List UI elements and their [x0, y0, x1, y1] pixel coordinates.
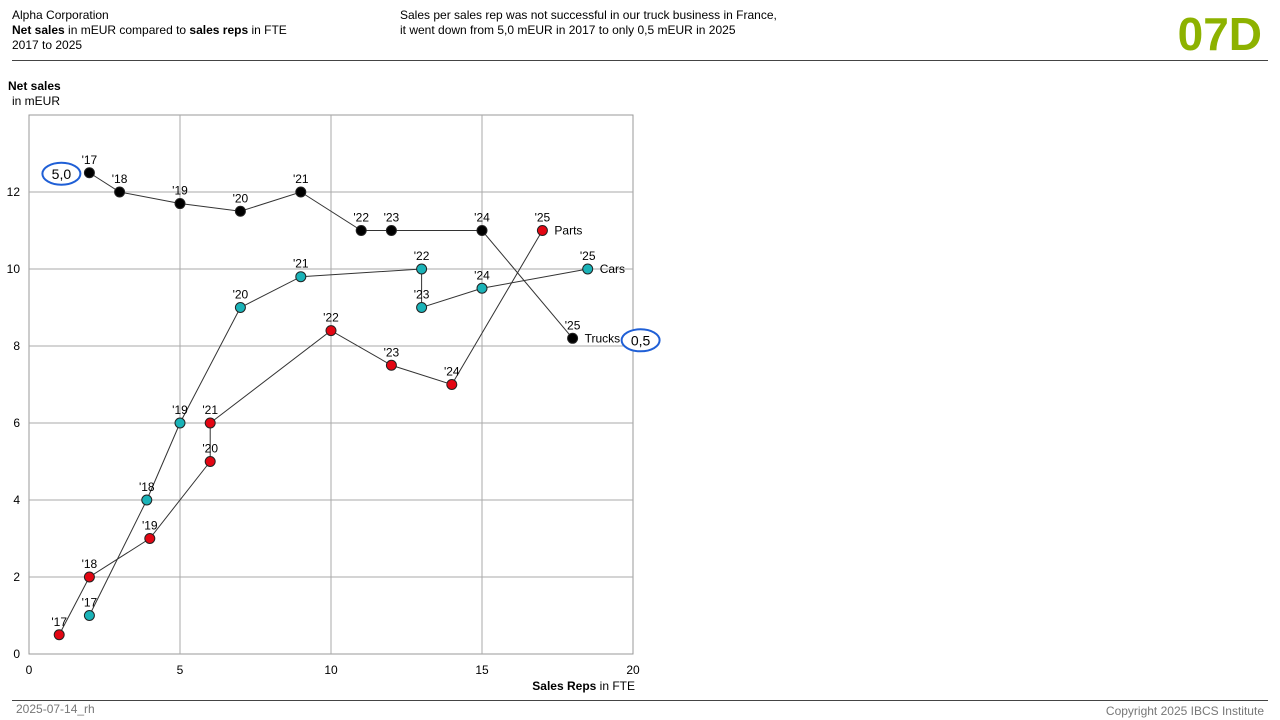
point-label: '18: [112, 172, 128, 186]
y-tick-label: 6: [13, 416, 20, 430]
point-label: '20: [202, 442, 218, 456]
page-header: Alpha Corporation Net sales in mEUR comp…: [12, 8, 287, 53]
point-label: '17: [82, 596, 98, 610]
y-tick-label: 8: [13, 339, 20, 353]
data-point: [144, 533, 156, 544]
data-point: [416, 263, 428, 275]
point-label: '23: [414, 288, 430, 302]
data-point: [234, 302, 246, 313]
point-label: '22: [414, 249, 430, 263]
data-point: [83, 571, 95, 583]
series-name-label: Trucks: [585, 331, 621, 345]
x-tick-label: 10: [324, 663, 338, 677]
data-point: [114, 186, 126, 198]
point-label: '19: [142, 519, 158, 533]
compare-unit: in FTE: [248, 23, 287, 37]
data-point: [325, 325, 337, 337]
compare-label: sales reps: [189, 23, 249, 37]
x-tick-label: 5: [177, 663, 184, 677]
data-point: [567, 332, 579, 344]
data-point: [204, 417, 216, 429]
data-point: [174, 417, 186, 429]
point-label: '25: [565, 318, 581, 332]
data-point: [355, 225, 367, 236]
header-rule: [12, 60, 1268, 61]
point-label: '21: [293, 172, 309, 186]
y-axis-title: Net sales: [8, 79, 61, 93]
annotation-value: 5,0: [52, 166, 72, 182]
data-point: [385, 359, 397, 371]
point-label: '20: [233, 288, 249, 302]
period: 2017 to 2025: [12, 38, 83, 52]
point-label: '19: [172, 184, 188, 198]
measure-label: Net sales: [12, 23, 65, 37]
message-line-2: it went down from 5,0 mEUR in 2017 to on…: [400, 23, 736, 37]
y-tick-label: 0: [13, 647, 20, 661]
company-name: Alpha Corporation: [12, 8, 109, 22]
point-label: '24: [444, 365, 460, 379]
point-label: '17: [51, 615, 67, 629]
data-point: [416, 302, 428, 313]
y-tick-label: 10: [7, 262, 21, 276]
footer-rule: [12, 700, 1268, 701]
point-label: '17: [82, 153, 98, 167]
footer-copyright: Copyright 2025 IBCS Institute: [1105, 704, 1264, 718]
data-point: [385, 225, 397, 236]
point-label: '22: [353, 211, 369, 225]
data-point: [234, 205, 246, 217]
data-point: [295, 271, 307, 283]
point-label: '19: [172, 403, 188, 417]
x-tick-label: 20: [626, 663, 640, 677]
point-label: '23: [384, 345, 400, 359]
series-name-label: Cars: [600, 262, 625, 276]
y-axis-unit: in mEUR: [12, 94, 60, 108]
data-point: [53, 629, 65, 641]
data-point: [582, 263, 594, 275]
data-point: [204, 456, 216, 467]
x-tick-label: 15: [475, 663, 489, 677]
page-code: 07D: [1177, 8, 1262, 60]
annotation-ellipse: [41, 161, 82, 186]
y-tick-label: 4: [13, 493, 20, 507]
data-point: [536, 225, 548, 236]
point-label: '24: [474, 211, 490, 225]
annotation-ellipse: [620, 328, 661, 353]
y-tick-label: 2: [13, 570, 20, 584]
series-name-label: Parts: [554, 224, 582, 238]
point-label: '20: [233, 191, 249, 205]
point-label: '25: [535, 211, 551, 225]
point-label: '23: [384, 211, 400, 225]
data-point: [174, 198, 186, 210]
data-point: [83, 167, 95, 179]
point-label: '24: [474, 268, 490, 282]
chart-subject: Net sales in mEUR compared to sales reps…: [12, 23, 287, 38]
data-point: [295, 186, 307, 198]
point-label: '18: [139, 480, 155, 494]
annotation-value: 0,5: [631, 332, 651, 348]
message-line-1: Sales per sales rep was not successful i…: [400, 8, 777, 22]
data-point: [476, 282, 488, 294]
point-label: '18: [82, 557, 98, 571]
series-line-parts: [58, 230, 543, 635]
footer-date: 2025-07-14_rh: [16, 702, 95, 716]
y-tick-label: 12: [7, 185, 21, 199]
data-point: [446, 379, 458, 390]
x-tick-label: 0: [26, 663, 33, 677]
x-axis-title: Sales Reps in FTE: [532, 679, 635, 693]
measure-unit: in mEUR compared to: [64, 23, 190, 37]
point-label: '21: [293, 257, 309, 271]
data-point: [476, 225, 488, 236]
point-label: '22: [323, 311, 339, 325]
point-label: '25: [580, 249, 596, 263]
data-point: [141, 494, 153, 506]
data-point: [83, 610, 95, 621]
message: Sales per sales rep was not successful i…: [400, 8, 777, 38]
point-label: '21: [202, 403, 218, 417]
